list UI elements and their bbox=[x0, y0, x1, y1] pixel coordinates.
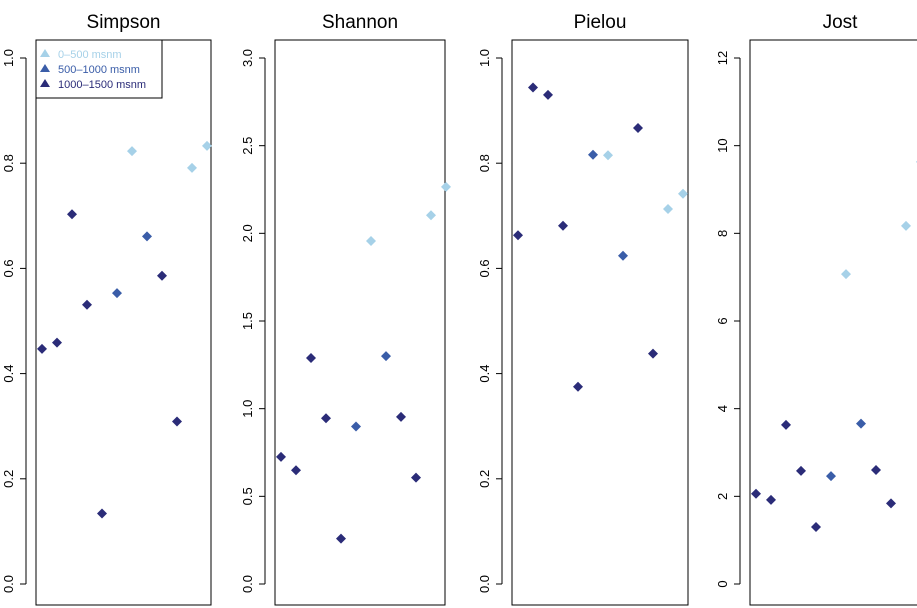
data-point bbox=[426, 210, 436, 221]
data-point bbox=[187, 162, 197, 173]
y-tick-label: 1.0 bbox=[1, 49, 16, 67]
y-tick-label: 12 bbox=[715, 51, 730, 65]
data-point bbox=[588, 149, 598, 160]
data-point bbox=[633, 122, 643, 133]
data-point bbox=[112, 288, 122, 299]
data-point bbox=[648, 348, 658, 359]
legend: 0–500 msnm 500–1000 msnm 1000–1500 msnm bbox=[35, 39, 163, 99]
data-point bbox=[276, 451, 286, 462]
data-point bbox=[811, 522, 821, 533]
data-point bbox=[127, 146, 137, 157]
y-tick-label: 0.2 bbox=[477, 470, 492, 488]
y-tick-label: 0.0 bbox=[240, 575, 255, 593]
panel-shannon: Shannon 0.0 0.5 1.0 1.5 2.0 2.5 3.0 bbox=[240, 12, 451, 606]
data-point bbox=[321, 413, 331, 424]
y-tick-label: 0.8 bbox=[477, 154, 492, 172]
data-point bbox=[67, 209, 77, 220]
data-point bbox=[97, 508, 107, 519]
data-point bbox=[543, 89, 553, 100]
data-point bbox=[618, 250, 628, 261]
data-point bbox=[751, 488, 761, 499]
data-point bbox=[841, 269, 851, 280]
data-point bbox=[351, 421, 361, 432]
data-point bbox=[663, 203, 673, 214]
y-tick-label: 1.5 bbox=[240, 312, 255, 330]
legend-box bbox=[35, 39, 163, 99]
legend-entry-label: 1000–1500 msnm bbox=[58, 79, 146, 91]
data-point bbox=[306, 352, 316, 363]
data-point bbox=[573, 381, 583, 392]
panel-jost: Jost 0 2 4 6 8 10 12 bbox=[715, 12, 917, 606]
data-point bbox=[603, 150, 613, 161]
y-tick-label: 0.4 bbox=[1, 365, 16, 383]
data-point bbox=[82, 299, 92, 310]
legend-triangle-icon bbox=[40, 79, 50, 87]
y-tick-label: 10 bbox=[715, 138, 730, 152]
panel-title: Shannon bbox=[322, 12, 398, 33]
y-tick-label: 0.2 bbox=[1, 470, 16, 488]
data-point bbox=[441, 181, 451, 192]
panel-simpson: Simpson 0.0 0.2 0.4 0.6 0.8 1.0 bbox=[1, 12, 212, 606]
data-point bbox=[856, 418, 866, 429]
y-tick-label: 1.0 bbox=[240, 400, 255, 418]
y-tick-label: 2.0 bbox=[240, 224, 255, 242]
data-point bbox=[781, 419, 791, 430]
legend-entry-label: 0–500 msnm bbox=[58, 49, 122, 61]
legend-entry-label: 500–1000 msnm bbox=[58, 64, 140, 76]
y-tick-label: 0 bbox=[715, 580, 730, 587]
data-point bbox=[172, 416, 182, 427]
data-point bbox=[202, 140, 212, 151]
y-tick-label: 2.5 bbox=[240, 137, 255, 155]
data-point bbox=[901, 220, 911, 231]
data-point bbox=[678, 188, 688, 199]
data-point bbox=[157, 270, 167, 281]
data-point bbox=[52, 337, 62, 348]
panel-title: Pielou bbox=[574, 12, 627, 33]
data-point bbox=[336, 533, 346, 544]
data-point bbox=[142, 231, 152, 242]
y-tick-label: 0.5 bbox=[240, 487, 255, 505]
plot-frame bbox=[749, 39, 917, 606]
data-point bbox=[826, 471, 836, 482]
data-point bbox=[37, 343, 47, 354]
panel-pielou: Pielou 0.0 0.2 0.4 0.6 0.8 1.0 bbox=[477, 12, 689, 606]
data-point bbox=[766, 494, 776, 505]
y-tick-label: 0.6 bbox=[477, 259, 492, 277]
y-tick-label: 4 bbox=[715, 405, 730, 412]
y-tick-label: 0.4 bbox=[477, 365, 492, 383]
data-point bbox=[528, 82, 538, 93]
plot-frame bbox=[35, 39, 212, 606]
y-tick-label: 1.0 bbox=[477, 49, 492, 67]
y-tick-label: 2 bbox=[715, 493, 730, 500]
y-tick-label: 0.6 bbox=[1, 259, 16, 277]
data-point bbox=[366, 236, 376, 247]
data-point bbox=[411, 472, 421, 483]
y-tick-label: 0.0 bbox=[1, 575, 16, 593]
data-point bbox=[513, 230, 523, 241]
y-tick-label: 8 bbox=[715, 230, 730, 237]
data-point bbox=[381, 351, 391, 362]
data-point bbox=[291, 465, 301, 476]
data-point bbox=[558, 220, 568, 231]
plot-frame bbox=[274, 39, 446, 606]
data-point bbox=[886, 498, 896, 509]
y-tick-label: 0.0 bbox=[477, 575, 492, 593]
data-point bbox=[796, 465, 806, 476]
y-tick-label: 0.8 bbox=[1, 154, 16, 172]
data-point bbox=[396, 411, 406, 422]
data-point bbox=[871, 465, 881, 476]
legend-triangle-icon bbox=[40, 49, 50, 57]
y-tick-label: 3.0 bbox=[240, 49, 255, 67]
panel-title: Jost bbox=[823, 12, 859, 33]
legend-triangle-icon bbox=[40, 64, 50, 72]
y-tick-label: 6 bbox=[715, 317, 730, 324]
panel-title: Simpson bbox=[87, 12, 161, 33]
plot-frame bbox=[511, 39, 689, 606]
